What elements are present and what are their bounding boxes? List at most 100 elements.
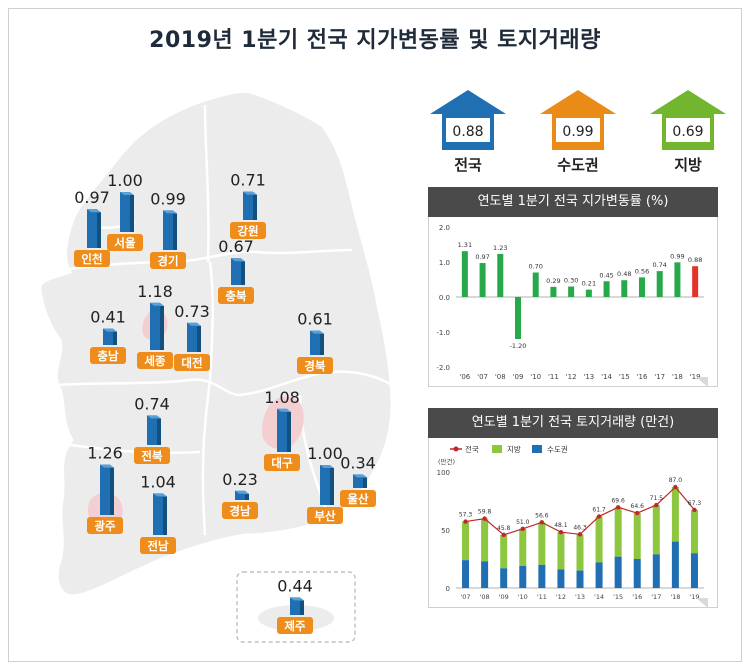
- region-name: 경기: [157, 254, 178, 268]
- region-value: 1.04: [140, 472, 176, 491]
- bar: [621, 280, 628, 297]
- summary-label: 전국: [454, 156, 482, 174]
- region-marker: 1.18 세종: [137, 282, 173, 369]
- data-label: 71.5: [650, 495, 664, 502]
- x-tick-label: '19: [689, 593, 699, 601]
- x-tick-label: '09: [513, 373, 524, 381]
- region-bar: [277, 408, 287, 452]
- outer-frame: [8, 8, 742, 662]
- page-title: 2019년 1분기 전국 지가변동률 및 토지거래량: [149, 28, 601, 53]
- region-bar-top: [310, 330, 324, 334]
- bar-capital: [557, 569, 565, 588]
- region-value: 1.18: [137, 282, 173, 301]
- region-value: 0.71: [230, 171, 266, 190]
- summary-value: 0.99: [562, 124, 593, 140]
- region-value: 0.67: [218, 237, 254, 256]
- transaction-chart: 전국 지방 수도권 (만건) 100 50 0 '07 '08 '09 '10 '11 '12 '13 '1…: [437, 444, 708, 608]
- region-value: 0.97: [74, 188, 110, 207]
- bar-regional: [538, 522, 546, 565]
- region-bar-side: [300, 600, 304, 615]
- x-tick-label: '07: [477, 373, 488, 381]
- bar-regional: [519, 528, 527, 566]
- data-label: 56.6: [535, 512, 549, 519]
- summary-item: 0.88 전국: [430, 90, 506, 174]
- data-label: 1.31: [458, 241, 472, 249]
- data-label: 59.8: [478, 509, 492, 516]
- region-bar-top: [290, 597, 304, 601]
- region-name: 경남: [229, 504, 251, 518]
- region-bar-side: [241, 261, 245, 285]
- x-tick-label: '14: [594, 593, 604, 601]
- region-marker: 0.67 충북: [218, 237, 254, 304]
- y-tick-label: 2.0: [439, 224, 450, 232]
- legend-label: 수도권: [547, 445, 568, 454]
- data-label: 87.0: [669, 477, 683, 484]
- x-tick-label: '12: [556, 593, 566, 601]
- region-value: 0.44: [277, 576, 313, 595]
- region-marker: 0.99 경기: [150, 189, 186, 269]
- region-bar: [353, 474, 363, 488]
- x-tick-label: '06: [459, 373, 470, 381]
- region-bar-top: [147, 415, 161, 419]
- bar: [585, 289, 592, 297]
- region-marker: 0.71 강원: [230, 171, 266, 239]
- x-tick-label: '19: [690, 373, 701, 381]
- bar-regional: [462, 521, 470, 561]
- x-tick-label: '17: [654, 373, 665, 381]
- region-name: 강원: [237, 224, 258, 238]
- region-marker: 1.00 부산: [307, 444, 343, 524]
- x-tick-label: '10: [518, 593, 528, 601]
- region-value: 1.00: [107, 171, 143, 190]
- region-bar: [100, 464, 110, 515]
- region-bar: [150, 302, 160, 350]
- region-name: 울산: [347, 492, 369, 506]
- y-tick-label: 50: [441, 527, 450, 535]
- bar-capital: [671, 541, 679, 588]
- region-bar-top: [231, 258, 245, 262]
- bar-capital: [614, 556, 622, 588]
- region-bar-top: [100, 464, 114, 468]
- region-bar: [187, 322, 197, 352]
- summary-item: 0.99 수도권: [540, 90, 616, 174]
- bar-capital: [500, 568, 508, 588]
- region-bar-top: [277, 408, 291, 412]
- summary-value-box: [556, 118, 600, 142]
- region-name: 충북: [225, 289, 247, 303]
- page-curl-corner: [696, 598, 708, 608]
- region-value: 0.73: [174, 302, 210, 321]
- bar-capital: [576, 570, 584, 588]
- region-value: 0.34: [340, 453, 376, 472]
- region-bar-top: [163, 210, 177, 214]
- bar: [461, 251, 468, 297]
- region-bar: [103, 328, 113, 345]
- region-bar-side: [160, 305, 164, 350]
- y-tick-label: -2.0: [436, 364, 450, 372]
- x-tick-label: '17: [651, 593, 661, 601]
- data-label: 48.1: [554, 522, 568, 529]
- data-label: 46.3: [573, 524, 587, 531]
- region-bar: [231, 258, 241, 285]
- x-tick-label: '18: [670, 593, 680, 601]
- data-label: 0.56: [635, 267, 649, 275]
- bar-regional: [614, 507, 622, 557]
- line-point: [692, 507, 697, 513]
- bar-regional: [633, 513, 641, 559]
- region-value: 0.99: [150, 189, 186, 208]
- legend-item: 수도권: [532, 445, 568, 454]
- region-label-box: [150, 252, 186, 269]
- region-name: 세종: [144, 354, 166, 368]
- region-name: 대전: [181, 356, 202, 370]
- data-label: 57.3: [459, 512, 473, 519]
- region-bar-top: [187, 322, 201, 326]
- region-marker: 0.73 대전: [174, 302, 210, 371]
- region-label-box: [218, 287, 254, 304]
- x-tick-label: '12: [566, 373, 577, 381]
- legend-label: 전국: [465, 444, 479, 454]
- region-name: 광주: [94, 519, 116, 533]
- korea-map: 0.97 인천 1.00 서울 0.99 경기 0.71 강원0.67 충북 1.18 세종 0.73…: [38, 90, 394, 643]
- region-bar: [120, 192, 130, 232]
- y-tick-label: 1.0: [439, 259, 450, 267]
- data-label: 0.45: [599, 271, 613, 279]
- region-bar: [87, 209, 97, 248]
- region-bar-top: [150, 302, 164, 306]
